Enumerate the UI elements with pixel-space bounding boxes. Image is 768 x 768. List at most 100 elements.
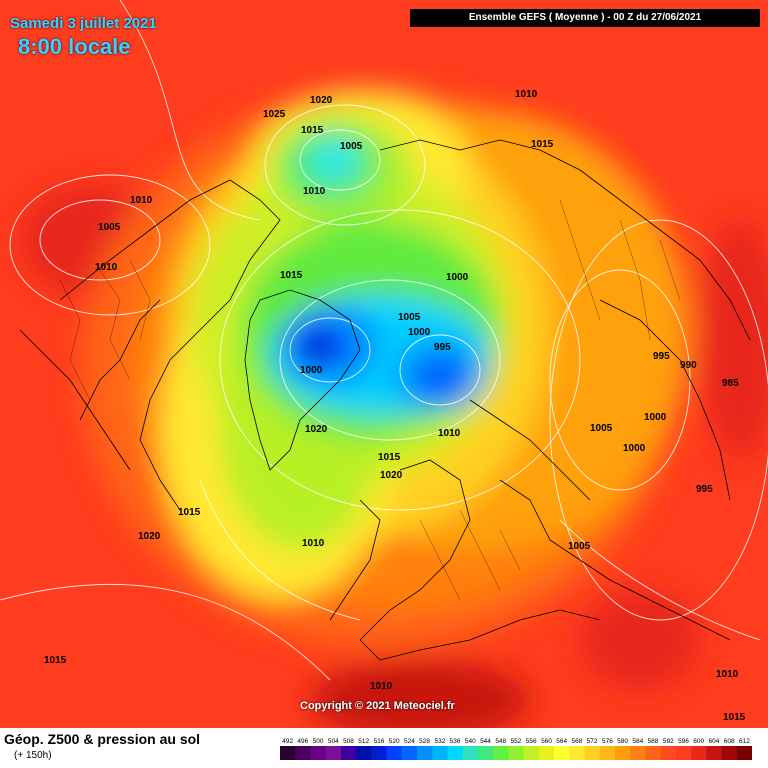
pressure-label: 990 xyxy=(680,360,697,371)
lead-time: (+ 150h) xyxy=(14,750,52,761)
legend-value: 600 xyxy=(693,738,704,745)
pressure-label: 1005 xyxy=(398,312,421,323)
pressure-label: 1005 xyxy=(590,423,613,434)
legend-value: 528 xyxy=(419,738,430,745)
legend-swatch xyxy=(371,746,387,760)
legend-value: 580 xyxy=(617,738,628,745)
pressure-label: 995 xyxy=(653,351,670,362)
forecast-local-time: 8:00 locale xyxy=(18,34,131,59)
pressure-label: 1000 xyxy=(623,443,646,454)
legend-swatch xyxy=(280,746,296,760)
legend-value: 588 xyxy=(648,738,659,745)
legend-swatch xyxy=(630,746,646,760)
legend-swatch xyxy=(736,746,752,760)
pressure-label: 1025 xyxy=(263,109,286,120)
legend-swatch xyxy=(569,746,585,760)
pressure-label: 1020 xyxy=(305,424,328,435)
legend-swatch xyxy=(493,746,509,760)
legend-swatch xyxy=(325,746,342,760)
z500-field xyxy=(20,90,768,728)
legend-value: 584 xyxy=(632,738,643,745)
legend-swatch xyxy=(554,746,570,760)
legend-swatch xyxy=(417,746,433,760)
coastlines xyxy=(19,139,751,661)
pressure-label: 1010 xyxy=(515,89,538,100)
legend-swatch xyxy=(356,746,372,760)
legend-value: 608 xyxy=(724,738,735,745)
legend-value: 596 xyxy=(678,738,689,745)
legend-swatch xyxy=(706,746,722,760)
copyright-notice: Copyright © 2021 Meteociel.fr xyxy=(300,700,455,712)
legend-value: 512 xyxy=(358,738,369,745)
legend-value: 516 xyxy=(374,738,385,745)
pressure-label: 1020 xyxy=(138,531,161,542)
pressure-label: 1015 xyxy=(378,452,401,463)
legend-swatch xyxy=(508,746,524,760)
legend-swatch xyxy=(477,746,494,760)
legend-value: 520 xyxy=(389,738,400,745)
pressure-label: 1010 xyxy=(716,669,739,680)
pressure-label: 1010 xyxy=(302,538,325,549)
forecast-date: Samedi 3 juillet 2021 xyxy=(10,15,157,32)
legend-swatch xyxy=(310,746,326,760)
legend-value: 576 xyxy=(602,738,613,745)
pressure-label: 985 xyxy=(722,378,739,389)
pressure-label: 1000 xyxy=(644,412,667,423)
legend-swatch xyxy=(462,746,479,760)
legend-value: 544 xyxy=(480,738,491,745)
legend-swatch xyxy=(295,746,311,760)
legend-swatch xyxy=(660,746,677,760)
pressure-label: 1015 xyxy=(301,125,324,136)
legend-value: 556 xyxy=(526,738,537,745)
pressure-label: 1000 xyxy=(300,365,323,376)
legend-value: 564 xyxy=(556,738,567,745)
isobars xyxy=(0,0,768,681)
legend-value: 592 xyxy=(663,738,674,745)
pressure-label: 1015 xyxy=(280,270,303,281)
pressure-label: 1000 xyxy=(446,272,469,283)
pressure-label: 1015 xyxy=(531,139,554,150)
pressure-labels: 1025 1020 1010 1015 1005 1010 1015 1010 … xyxy=(44,89,746,723)
pressure-label: 1020 xyxy=(310,95,333,106)
pressure-label: 1015 xyxy=(44,655,67,666)
legend-value: 508 xyxy=(343,738,354,745)
pressure-label: 1000 xyxy=(408,327,431,338)
legend-value: 560 xyxy=(541,738,552,745)
pressure-label: 995 xyxy=(696,484,713,495)
pressure-label: 1015 xyxy=(178,507,201,518)
pressure-label: 1005 xyxy=(340,141,363,152)
legend-value: 504 xyxy=(328,738,339,745)
legend-value: 552 xyxy=(511,738,522,745)
legend-swatch xyxy=(447,746,463,760)
map-title: Géop. Z500 & pression au sol xyxy=(4,731,201,747)
model-run-banner: Ensemble GEFS ( Moyenne ) - 00 Z du 27/0… xyxy=(410,9,760,27)
country-borders xyxy=(59,199,681,601)
legend-value: 572 xyxy=(587,738,598,745)
legend-value: 568 xyxy=(571,738,582,745)
legend-value: 604 xyxy=(708,738,719,745)
legend-swatch xyxy=(538,746,555,760)
pressure-label: 1005 xyxy=(568,541,591,552)
pressure-label: 995 xyxy=(434,342,451,353)
pressure-label: 1010 xyxy=(303,186,326,197)
legend-value: 492 xyxy=(282,738,293,745)
legend-value: 548 xyxy=(495,738,506,745)
pressure-label: 1020 xyxy=(380,470,403,481)
pressure-label: 1010 xyxy=(370,681,393,692)
legend-value: 540 xyxy=(465,738,476,745)
pressure-label: 1015 xyxy=(723,712,746,723)
legend-swatch xyxy=(721,746,737,760)
legend-swatch xyxy=(675,746,692,760)
legend-swatch xyxy=(401,746,418,760)
pressure-label: 1010 xyxy=(438,428,461,439)
legend-swatch xyxy=(386,746,403,760)
legend-value: 524 xyxy=(404,738,415,745)
legend-value: 536 xyxy=(450,738,461,745)
pressure-label: 1010 xyxy=(130,195,153,206)
pressure-label: 1005 xyxy=(98,222,121,233)
legend-swatch xyxy=(615,746,631,760)
legend-swatch xyxy=(432,746,448,760)
geopotential-map: 1025 1020 1010 1015 1005 1010 1015 1010 … xyxy=(0,0,768,728)
legend-value: 532 xyxy=(434,738,445,745)
legend-swatch xyxy=(599,746,616,760)
